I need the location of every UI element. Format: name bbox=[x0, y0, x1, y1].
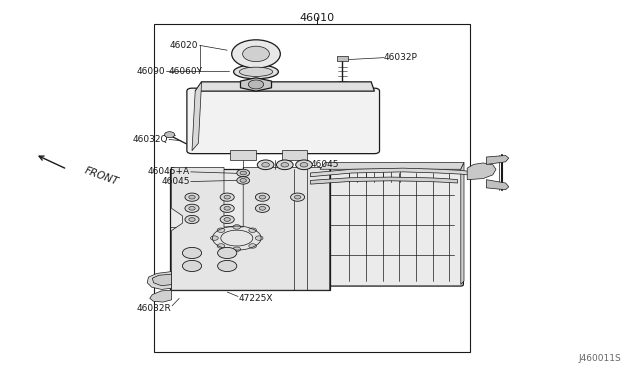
Circle shape bbox=[249, 244, 257, 248]
Circle shape bbox=[164, 132, 175, 138]
Polygon shape bbox=[195, 82, 374, 91]
Circle shape bbox=[217, 244, 225, 248]
Text: 46032R: 46032R bbox=[137, 304, 172, 312]
Circle shape bbox=[262, 163, 269, 167]
Circle shape bbox=[189, 206, 195, 210]
Text: FRONT: FRONT bbox=[83, 166, 120, 187]
Circle shape bbox=[255, 204, 269, 212]
Text: J460011S: J460011S bbox=[578, 354, 621, 363]
Circle shape bbox=[182, 247, 202, 259]
Circle shape bbox=[233, 247, 241, 251]
Circle shape bbox=[217, 228, 225, 232]
FancyBboxPatch shape bbox=[187, 88, 380, 154]
Circle shape bbox=[240, 171, 246, 175]
Circle shape bbox=[220, 193, 234, 201]
Polygon shape bbox=[320, 163, 464, 169]
Text: 46090: 46090 bbox=[136, 67, 165, 76]
Circle shape bbox=[255, 193, 269, 201]
Circle shape bbox=[249, 228, 257, 232]
Polygon shape bbox=[241, 78, 271, 91]
Circle shape bbox=[243, 46, 269, 62]
Circle shape bbox=[259, 195, 266, 199]
Ellipse shape bbox=[239, 67, 273, 77]
Text: 46010: 46010 bbox=[300, 13, 334, 23]
Polygon shape bbox=[461, 163, 464, 285]
Circle shape bbox=[224, 218, 230, 221]
Circle shape bbox=[218, 260, 237, 272]
Text: 46032P: 46032P bbox=[384, 53, 418, 62]
Circle shape bbox=[294, 195, 301, 199]
Circle shape bbox=[211, 236, 218, 240]
Text: 46060Y: 46060Y bbox=[168, 67, 202, 76]
FancyBboxPatch shape bbox=[317, 168, 463, 286]
Circle shape bbox=[291, 193, 305, 201]
Circle shape bbox=[237, 177, 250, 184]
Circle shape bbox=[182, 260, 202, 272]
Circle shape bbox=[281, 163, 289, 167]
Polygon shape bbox=[467, 163, 496, 180]
Text: 46045: 46045 bbox=[310, 160, 339, 169]
Circle shape bbox=[224, 206, 230, 210]
Bar bbox=[282, 150, 307, 160]
Circle shape bbox=[185, 193, 199, 201]
Polygon shape bbox=[310, 177, 458, 184]
Circle shape bbox=[233, 225, 241, 229]
Circle shape bbox=[255, 236, 263, 240]
Text: 47225X: 47225X bbox=[238, 294, 273, 303]
Ellipse shape bbox=[234, 65, 278, 79]
Circle shape bbox=[232, 40, 280, 68]
Circle shape bbox=[185, 204, 199, 212]
Bar bbox=[230, 150, 256, 160]
Polygon shape bbox=[152, 274, 172, 286]
Circle shape bbox=[220, 204, 234, 212]
Polygon shape bbox=[192, 82, 202, 151]
Circle shape bbox=[257, 160, 274, 170]
Circle shape bbox=[189, 195, 195, 199]
Circle shape bbox=[296, 160, 312, 170]
Polygon shape bbox=[310, 168, 474, 177]
Polygon shape bbox=[486, 155, 509, 164]
Text: 46045+A: 46045+A bbox=[148, 167, 190, 176]
Bar bbox=[337, 56, 348, 61]
Circle shape bbox=[276, 160, 293, 170]
Circle shape bbox=[220, 215, 234, 224]
Circle shape bbox=[300, 163, 308, 167]
Circle shape bbox=[237, 169, 250, 177]
Circle shape bbox=[240, 179, 246, 182]
Polygon shape bbox=[172, 167, 330, 290]
Text: 46032Q: 46032Q bbox=[133, 135, 168, 144]
Circle shape bbox=[189, 218, 195, 221]
Polygon shape bbox=[486, 180, 509, 190]
Circle shape bbox=[224, 195, 230, 199]
Circle shape bbox=[259, 206, 266, 210]
Circle shape bbox=[218, 247, 237, 259]
Polygon shape bbox=[147, 272, 172, 289]
Bar bbox=[170, 169, 330, 290]
Circle shape bbox=[185, 215, 199, 224]
Text: 46020: 46020 bbox=[170, 41, 198, 50]
Polygon shape bbox=[150, 290, 172, 302]
Text: 46045: 46045 bbox=[161, 177, 190, 186]
Bar bbox=[154, 24, 470, 352]
Circle shape bbox=[248, 80, 264, 89]
